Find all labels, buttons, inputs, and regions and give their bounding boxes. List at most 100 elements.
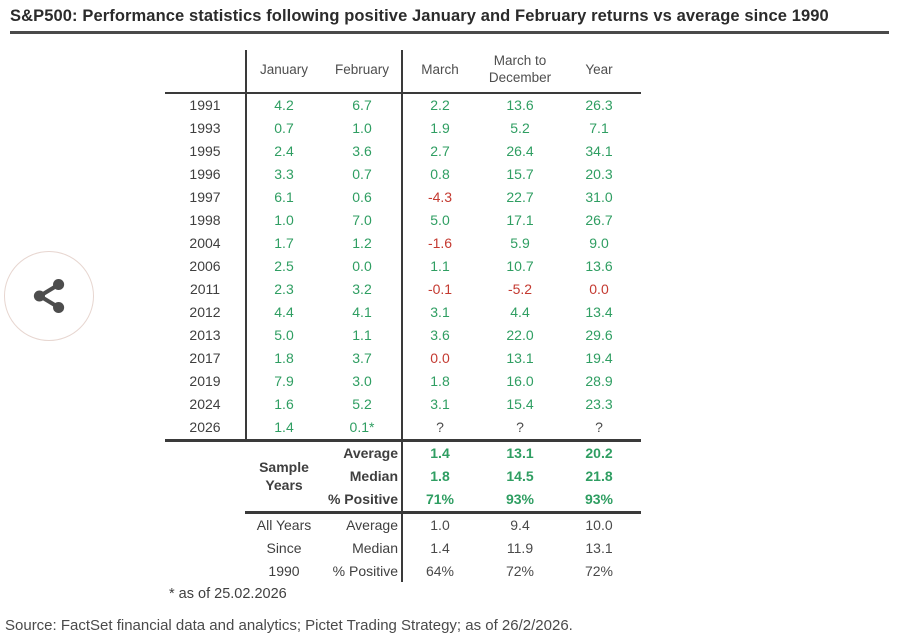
spacer-cell (165, 465, 245, 488)
value-cell: 22.7 (506, 189, 534, 205)
value-cell: 15.4 (506, 396, 534, 412)
year-label: 2012 (189, 304, 221, 320)
year-label: 1996 (189, 166, 221, 182)
value-cell: 29.6 (585, 327, 613, 343)
year-label: 2013 (189, 327, 221, 343)
value-cell: 0.0 (430, 350, 450, 366)
year-label: 2024 (189, 396, 221, 412)
value-cell: 23.3 (585, 396, 613, 412)
value-cell: 6.1 (274, 189, 294, 205)
sample-rows: Average 1.4 13.1 20.2 Median 1.8 14.5 21.8 % Pos… (165, 442, 641, 511)
stat-value: 72% (505, 563, 535, 579)
table-row: Since Median 1.4 11.9 13.1 (165, 537, 641, 560)
year-label: 1995 (189, 143, 221, 159)
value-cell: ? (436, 419, 444, 435)
table-row: 2011 2.3 3.2 -0.1 -5.2 0.0 (165, 278, 641, 301)
value-cell: 1.2 (352, 235, 372, 251)
value-cell: 4.4 (274, 304, 294, 320)
header-march-to-december: March to December (488, 53, 552, 85)
table-row: % Positive 71% 93% 93% (165, 488, 641, 511)
value-cell: 0.0 (589, 281, 609, 297)
value-cell: 2.2 (430, 97, 450, 113)
table-row: Average 1.4 13.1 20.2 (165, 442, 641, 465)
table-row: All Years Average 1.0 9.4 10.0 (165, 514, 641, 537)
value-cell: 13.1 (506, 350, 534, 366)
value-cell: 2.7 (430, 143, 450, 159)
value-cell: 26.4 (506, 143, 534, 159)
value-cell: 26.7 (585, 212, 613, 228)
share-button[interactable] (4, 251, 94, 341)
value-cell: 3.6 (352, 143, 372, 159)
year-label: 2011 (189, 281, 221, 297)
table-row: 2026 1.4 0.1*??? (165, 416, 641, 439)
table-row: 1997 6.1 0.6 -4.3 22.7 31.0 (165, 186, 641, 209)
year-label: 1998 (189, 212, 221, 228)
stat-value: 13.1 (506, 445, 534, 461)
value-cell: 3.3 (274, 166, 294, 182)
value-cell: 7.9 (274, 373, 294, 389)
allyears-side-label: 1990 (268, 563, 300, 579)
sample-label-line1: Sample (259, 459, 309, 475)
stat-label: % Positive (327, 491, 398, 507)
value-cell: 1.0 (274, 212, 294, 228)
stat-value: 1.8 (430, 468, 450, 484)
sample-years-label: Sample Years (245, 442, 323, 511)
sample-label-line2: Years (265, 476, 303, 493)
value-cell: 6.7 (352, 97, 372, 113)
value-cell: 3.7 (352, 350, 372, 366)
value-cell: 7.0 (352, 212, 372, 228)
year-label: 1993 (189, 120, 221, 136)
value-cell: 2.4 (274, 143, 294, 159)
stat-value: 13.1 (585, 540, 613, 556)
spacer-cell (165, 514, 245, 537)
value-cell: 5.9 (510, 235, 530, 251)
value-cell: 31.0 (585, 189, 613, 205)
spacer-cell (165, 488, 245, 511)
year-label: 1991 (189, 97, 221, 113)
value-cell: -5.2 (507, 281, 533, 297)
header-divider-line (165, 92, 641, 94)
value-cell: 5.0 (430, 212, 450, 228)
value-cell: 1.8 (430, 373, 450, 389)
value-cell: 7.1 (589, 120, 609, 136)
table-row: 2013 5.0 1.1 3.6 22.0 29.6 (165, 324, 641, 347)
table-row: 2017 1.8 3.7 0.0 13.1 19.4 (165, 347, 641, 370)
value-cell: 28.9 (585, 373, 613, 389)
table-footnote: * as of 25.02.2026 (169, 586, 287, 602)
table-row: 2019 7.9 3.0 1.8 16.0 28.9 (165, 370, 641, 393)
value-cell: 1.1 (352, 327, 372, 343)
value-cell: 34.1 (585, 143, 613, 159)
value-cell: 0.0 (352, 258, 372, 274)
value-cell: 22.0 (506, 327, 534, 343)
stat-value: 93% (505, 491, 535, 507)
table-row: 2006 2.5 0.0 1.1 10.7 13.6 (165, 255, 641, 278)
stat-label: Average (346, 517, 398, 533)
allyears-side-label: Since (266, 540, 302, 556)
sample-divider-line (165, 439, 641, 442)
stat-value: 1.4 (430, 445, 450, 461)
performance-table: January February March March to December… (165, 48, 641, 602)
value-cell: 1.4 (274, 419, 294, 435)
value-cell: 13.6 (585, 258, 613, 274)
value-cell: 5.2 (352, 396, 372, 412)
value-cell: 4.1 (352, 304, 372, 320)
allyears-divider-line (245, 511, 641, 514)
spacer-cell (165, 560, 245, 583)
table-row: 1995 2.4 3.6 2.7 26.4 34.1 (165, 140, 641, 163)
stat-value: 14.5 (506, 468, 534, 484)
source-text: Source: FactSet financial data and analy… (5, 617, 573, 634)
stat-value: 9.4 (510, 517, 530, 533)
value-cell: -4.3 (427, 189, 453, 205)
table-row: Median 1.8 14.5 21.8 (165, 465, 641, 488)
vertical-line-right (401, 50, 403, 582)
year-label: 1997 (189, 189, 221, 205)
value-cell: 5.0 (274, 327, 294, 343)
value-cell: 3.1 (430, 396, 450, 412)
header-spacer (165, 48, 245, 92)
stat-value: 93% (584, 491, 614, 507)
sample-years-section: Sample Years Average 1.4 13.1 20.2 Median 1.8… (165, 442, 641, 511)
year-label: 2004 (189, 235, 221, 251)
value-cell: 10.7 (506, 258, 534, 274)
stat-value: 71% (425, 491, 455, 507)
allyears-side-label: All Years (256, 517, 312, 533)
